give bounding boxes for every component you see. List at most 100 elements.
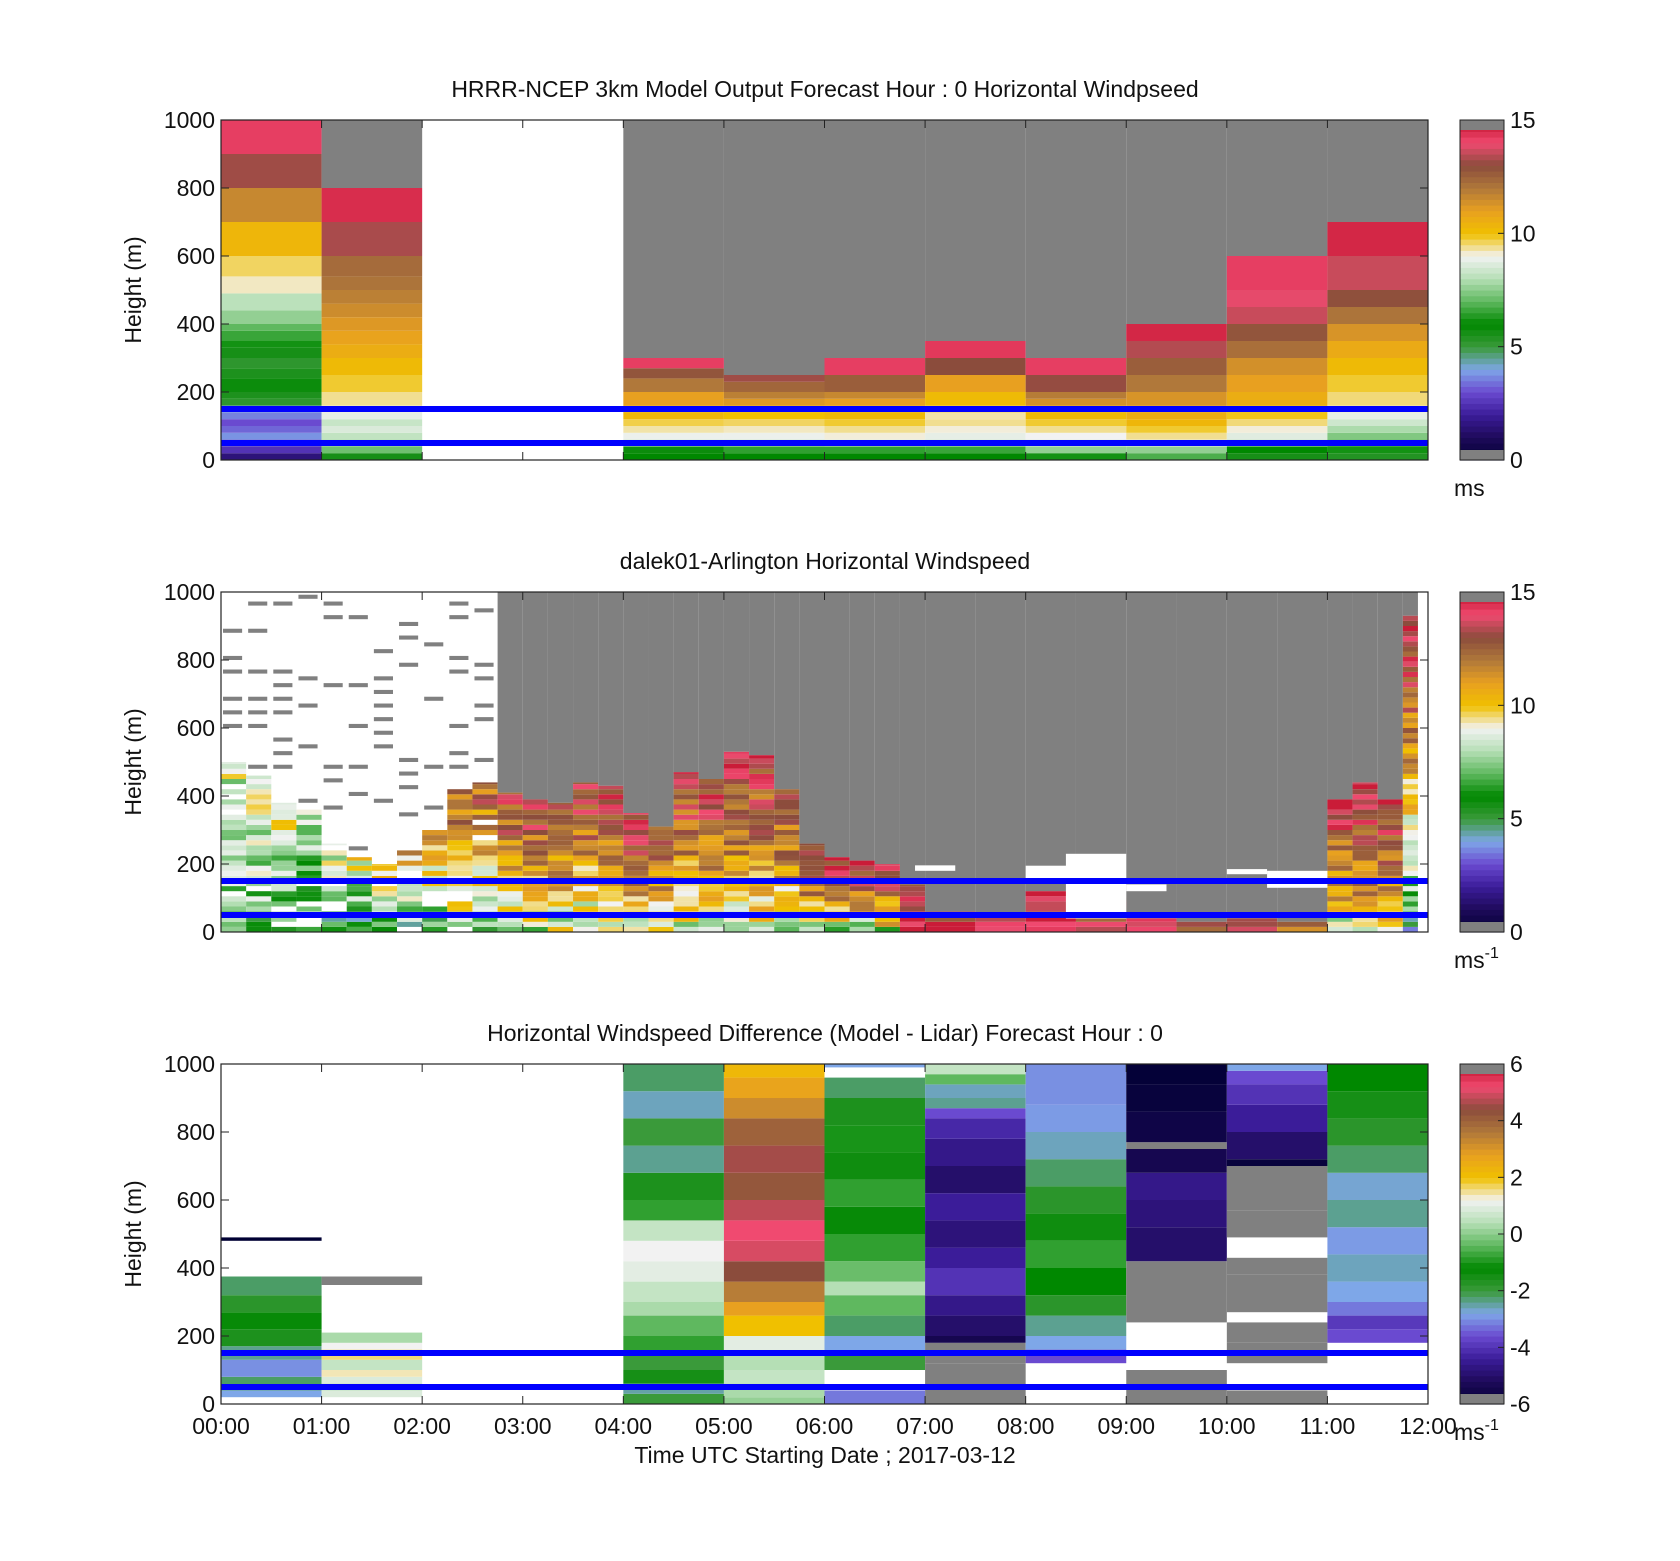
heatmap-cell — [472, 870, 498, 876]
missing-cell — [248, 669, 268, 674]
missing-cell — [1126, 120, 1227, 324]
colorbar-segment — [1460, 813, 1504, 820]
heatmap-cell — [522, 830, 548, 836]
heatmap-cell — [1402, 891, 1418, 897]
heatmap-cell — [749, 860, 775, 866]
colorbar-segment — [1460, 1092, 1504, 1099]
heatmap-cell — [1352, 916, 1378, 922]
colorbar-segment — [1460, 1313, 1504, 1320]
heatmap-cell — [723, 814, 750, 820]
colorbar-segment — [1460, 915, 1504, 922]
heatmap-cell — [1025, 921, 1076, 927]
heatmap-cell — [447, 870, 473, 876]
heatmap-cell — [1402, 687, 1418, 693]
missing-cell — [925, 1363, 1026, 1404]
heatmap-cell — [246, 865, 272, 871]
missing-cell — [1277, 592, 1328, 922]
heatmap-cell — [1402, 901, 1418, 907]
colorbar-segment — [1460, 284, 1504, 291]
colorbar-segment — [1460, 1126, 1504, 1133]
heatmap-cell — [397, 860, 423, 866]
colorbar-segment — [1460, 688, 1504, 695]
missing-cell — [298, 703, 318, 708]
heatmap-cell — [824, 419, 926, 426]
heatmap-cell — [1327, 809, 1353, 815]
colorbar-segment — [1460, 324, 1504, 331]
heatmap-cell — [1402, 677, 1418, 683]
heatmap-cell — [899, 901, 926, 907]
colorbar-segment — [1460, 1109, 1504, 1116]
heatmap-cell — [673, 891, 699, 897]
heatmap-cell — [522, 921, 548, 927]
heatmap-cell — [321, 891, 347, 897]
heatmap-cell — [749, 921, 775, 927]
missing-cell — [824, 120, 926, 358]
heatmap-cell — [723, 1098, 825, 1119]
heatmap-cell — [1327, 926, 1353, 932]
heatmap-cell — [221, 762, 247, 764]
heatmap-cell — [422, 850, 448, 856]
heatmap-cell — [1226, 375, 1328, 392]
heatmap-cell — [723, 901, 750, 907]
missing-cell — [348, 791, 368, 796]
heatmap-cell — [371, 870, 398, 876]
missing-cell — [723, 592, 750, 752]
heatmap-cell — [1226, 1070, 1328, 1085]
heatmap-cell — [925, 921, 976, 927]
heatmap-cell — [1402, 748, 1418, 754]
missing-cell — [223, 655, 243, 660]
heatmap-cell — [246, 835, 272, 841]
heatmap-cell — [221, 779, 247, 785]
colorbar-segment — [1460, 358, 1504, 365]
heatmap-cell — [1402, 860, 1418, 866]
heatmap-cell — [1352, 784, 1378, 790]
missing-cell — [373, 744, 393, 749]
colorbar-segment — [1460, 1336, 1504, 1343]
heatmap-cell — [522, 804, 548, 810]
heatmap-cell — [925, 419, 1026, 426]
colorbar-segment — [1460, 1132, 1504, 1139]
heatmap-cell — [447, 850, 473, 856]
heatmap-cell — [598, 840, 624, 846]
colorbar-segment — [1460, 790, 1504, 797]
heatmap-cell — [547, 840, 574, 846]
heatmap-cell — [723, 860, 750, 866]
heatmap-cell — [849, 891, 875, 897]
heatmap-cell — [1402, 840, 1418, 846]
heatmap-cell — [1226, 324, 1328, 341]
missing-cell — [474, 757, 494, 762]
heatmap-cell — [573, 814, 599, 820]
heatmap-cell — [723, 1172, 825, 1200]
heatmap-cell — [321, 188, 423, 222]
heatmap-cell — [673, 901, 699, 907]
heatmap-cell — [698, 891, 724, 897]
heatmap-cell — [1025, 375, 1127, 392]
heatmap-cell — [723, 789, 750, 795]
heatmap-cell — [1025, 896, 1076, 902]
heatmap-cell — [598, 845, 624, 851]
missing-cell — [1126, 1142, 1227, 1149]
colorbar-segment — [1460, 1330, 1504, 1337]
heatmap-cell — [246, 850, 272, 856]
missing-cell — [522, 592, 548, 800]
heatmap-cell — [874, 896, 900, 902]
heatmap-cell — [1025, 1213, 1127, 1241]
heatmap-cell — [598, 906, 624, 912]
heatmap-cell — [874, 870, 900, 876]
heatmap-cell — [1402, 779, 1418, 785]
x-tick-label: 11:00 — [1299, 1413, 1355, 1439]
colorbar-segment — [1460, 909, 1504, 916]
colorbar-segment — [1460, 193, 1504, 200]
colorbar-segment — [1460, 671, 1504, 678]
colorbar-segment — [1460, 711, 1504, 718]
missing-cell — [399, 812, 419, 817]
missing-cell — [474, 717, 494, 722]
missing-cell — [1352, 592, 1378, 783]
heatmap-cell — [648, 921, 674, 927]
heatmap-cell — [1025, 1132, 1127, 1160]
heatmap-cell — [547, 814, 574, 820]
colorbar-cap — [1460, 120, 1504, 130]
colorbar-segment — [1460, 1370, 1504, 1377]
heatmap-cell — [1402, 626, 1418, 632]
missing-cell — [474, 662, 494, 667]
